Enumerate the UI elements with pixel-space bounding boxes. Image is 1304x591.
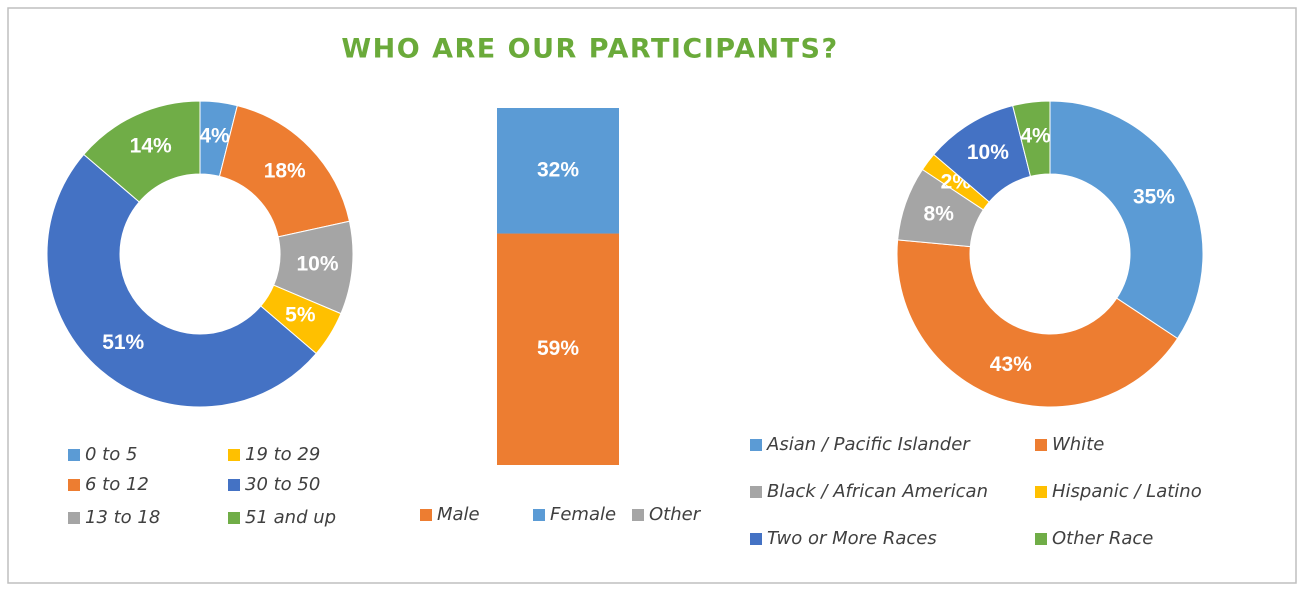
bar-segment — [497, 233, 619, 465]
legend-swatch — [228, 479, 240, 491]
legend-swatch — [750, 486, 762, 498]
legend-swatch — [533, 509, 545, 521]
donut-slice — [1012, 100, 1051, 178]
legend-label: 51 and up — [245, 507, 336, 528]
legend-swatch — [68, 449, 80, 461]
data-label: 51% — [102, 331, 144, 354]
legend-swatch — [228, 512, 240, 524]
legend-label: 13 to 18 — [85, 507, 160, 528]
legend-label: Male — [437, 504, 480, 525]
legend-label: Female — [550, 504, 616, 525]
legend-swatch — [228, 449, 240, 461]
legend-label: Other Race — [1052, 528, 1153, 549]
donut-slice — [218, 105, 351, 238]
legend-label: 19 to 29 — [245, 444, 320, 465]
data-label: 35% — [1133, 186, 1175, 209]
legend-label: 6 to 12 — [85, 474, 149, 495]
legend-label: 0 to 5 — [85, 444, 137, 465]
legend-label: White — [1052, 434, 1104, 455]
legend-swatch — [1035, 439, 1047, 451]
donut-slice — [896, 239, 1179, 408]
data-label: 10% — [967, 141, 1009, 164]
data-label: 10% — [296, 252, 338, 275]
data-label: 4% — [1020, 124, 1051, 147]
legend-label: Black / African American — [767, 481, 988, 502]
donut-slice — [1049, 100, 1204, 340]
title: WHO ARE OUR PARTICIPANTS? — [341, 34, 838, 65]
bar-segment — [497, 108, 619, 234]
data-label: 5% — [285, 304, 316, 327]
legend-swatch — [632, 509, 644, 521]
donut-slice — [46, 153, 317, 408]
legend-swatch — [750, 439, 762, 451]
legend-swatch — [1035, 486, 1047, 498]
data-label: 8% — [924, 202, 955, 225]
data-label: 4% — [199, 124, 230, 147]
legend-swatch — [68, 512, 80, 524]
legend-swatch — [750, 533, 762, 545]
legend-label: Hispanic / Latino — [1052, 481, 1202, 502]
donut-slice — [83, 100, 201, 203]
legend-label: Two or More Races — [767, 528, 937, 549]
data-label: 43% — [990, 353, 1032, 376]
data-label: 32% — [537, 158, 579, 181]
legend-swatch — [68, 479, 80, 491]
legend-label: Other — [649, 504, 702, 525]
data-label: 59% — [537, 337, 579, 360]
legend-swatch — [420, 509, 432, 521]
legend-label: Asian / Pacific Islander — [766, 434, 971, 455]
legend-swatch — [1035, 533, 1047, 545]
data-label: 18% — [264, 159, 306, 182]
legend-label: 30 to 50 — [245, 474, 320, 495]
data-label: 14% — [130, 134, 172, 157]
